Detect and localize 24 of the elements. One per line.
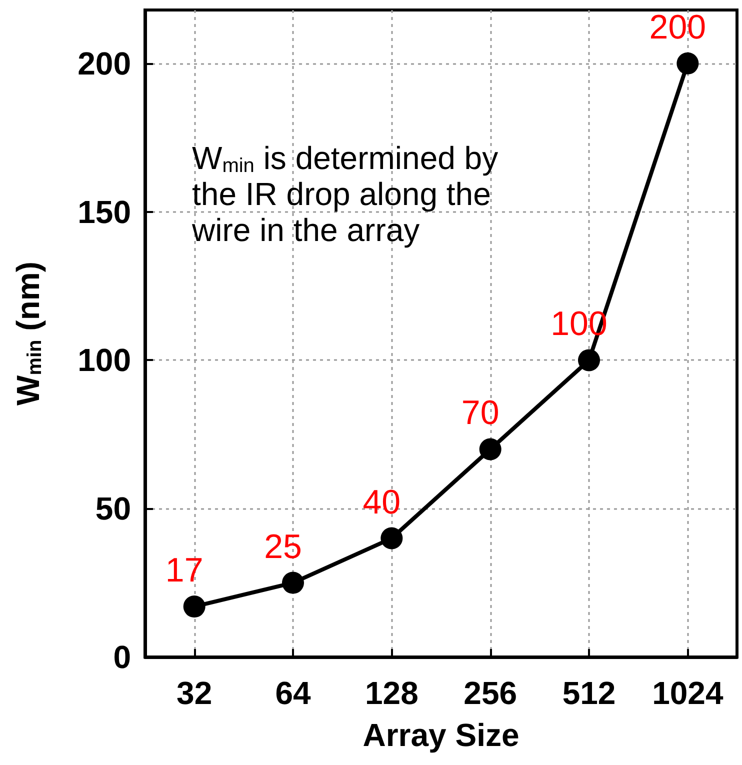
x-tick-label: 128 [364, 675, 418, 711]
y-tick-label: 0 [113, 639, 131, 675]
data-label: 70 [461, 394, 500, 432]
point [183, 596, 206, 618]
x-tick-label: 512 [562, 675, 616, 711]
point [479, 438, 502, 460]
data-label: 25 [264, 528, 302, 566]
y-tick-label: 200 [78, 45, 131, 82]
x-tick-label: 32 [176, 675, 212, 711]
data-label: 17 [165, 552, 204, 590]
point [578, 349, 600, 372]
point [380, 527, 403, 550]
y-tick-label: 100 [78, 342, 131, 378]
x-axis-title: Array Size [362, 717, 520, 753]
point [282, 572, 304, 594]
x-tick-label: 64 [275, 675, 311, 711]
y-tick-label: 50 [95, 490, 131, 527]
y-axis-title: Wmin (nm) [10, 262, 46, 406]
y-tick-label: 150 [78, 194, 131, 230]
point [676, 52, 699, 74]
data-label: 40 [362, 483, 401, 522]
data-label: 200 [649, 8, 706, 46]
x-tick-label: 1024 [652, 675, 724, 711]
x-tick-label: 256 [464, 675, 518, 711]
